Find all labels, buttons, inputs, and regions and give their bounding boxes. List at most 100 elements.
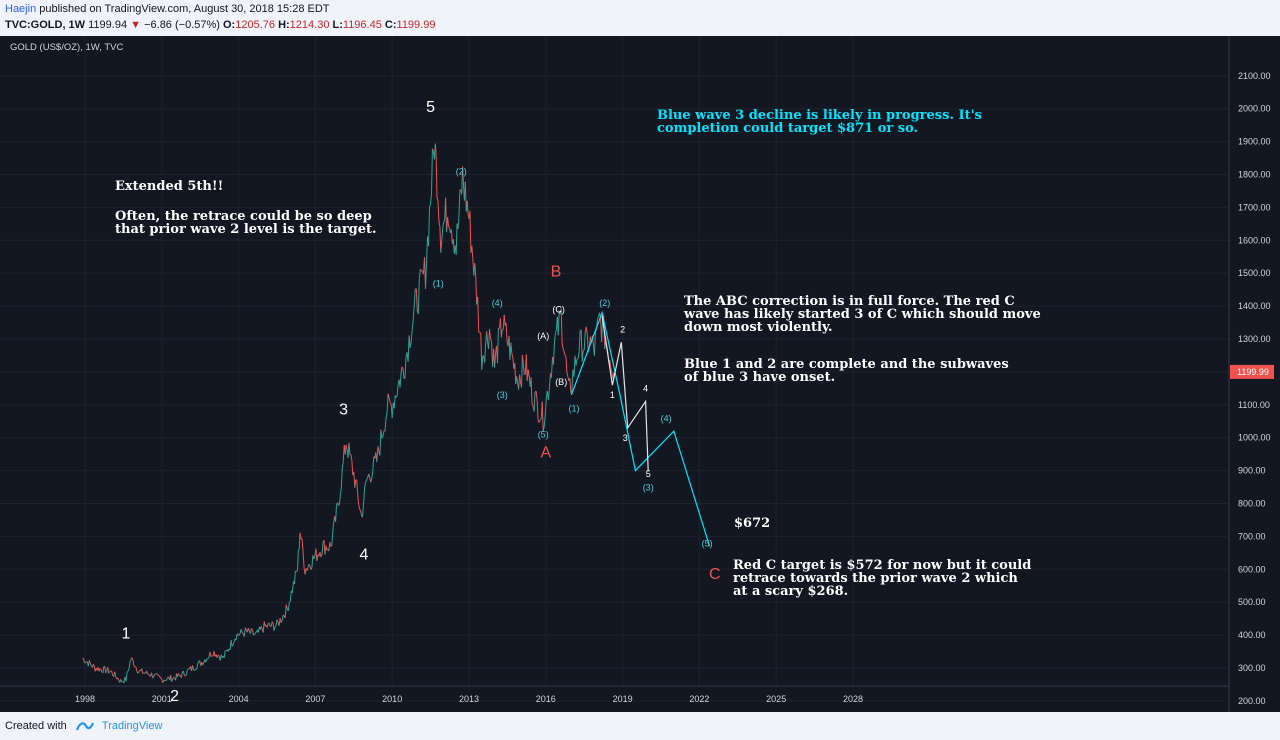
price-segment bbox=[135, 666, 138, 672]
price-segment bbox=[141, 668, 144, 674]
price-segment bbox=[548, 373, 551, 389]
wave-label: (A) bbox=[537, 331, 549, 341]
price-segment bbox=[370, 478, 373, 483]
price-segment bbox=[389, 402, 392, 405]
price-segment bbox=[519, 374, 521, 382]
price-segment bbox=[171, 678, 174, 682]
price-segment bbox=[438, 221, 441, 227]
tradingview-logo-icon bbox=[75, 722, 94, 731]
price-segment bbox=[544, 398, 547, 415]
price-segment bbox=[535, 391, 538, 400]
annotation-redc-line2: retrace towards the prior wave 2 which bbox=[733, 571, 1018, 586]
price-segment bbox=[285, 604, 288, 609]
x-tick-label: 2022 bbox=[689, 694, 709, 704]
price-segment bbox=[359, 509, 361, 511]
chart-area[interactable] bbox=[0, 36, 1280, 712]
price-segment bbox=[458, 189, 461, 217]
footer: Created with TradingView bbox=[0, 712, 1280, 740]
footer-text: Created with TradingView bbox=[5, 720, 162, 732]
annotation-extended: Extended 5th!! Often, the retrace could … bbox=[115, 179, 377, 237]
price-segment bbox=[109, 670, 111, 673]
price-segment bbox=[313, 555, 316, 559]
price-segment bbox=[249, 628, 252, 634]
annotation-extended-title: Extended 5th!! bbox=[115, 179, 223, 194]
price-segment bbox=[514, 363, 517, 385]
wave-label: 1 bbox=[610, 390, 615, 400]
price-segment bbox=[541, 401, 544, 432]
price-segment bbox=[554, 329, 557, 334]
price-segment bbox=[251, 629, 254, 636]
price-segment bbox=[126, 670, 129, 673]
y-tick-label: 1500.00 bbox=[1238, 268, 1271, 278]
price-segment bbox=[295, 570, 297, 573]
author-link[interactable]: Haejin bbox=[5, 3, 37, 15]
price-segment bbox=[328, 542, 331, 552]
price-segment bbox=[419, 268, 422, 272]
price-segment bbox=[385, 412, 388, 418]
price-segment bbox=[341, 462, 344, 468]
price-segment bbox=[148, 674, 151, 677]
price-segment bbox=[571, 369, 574, 391]
price-segment bbox=[377, 446, 380, 452]
price-segment bbox=[187, 668, 189, 671]
price-segment bbox=[133, 665, 136, 668]
price-segment bbox=[338, 494, 341, 505]
price-segment bbox=[418, 269, 421, 279]
price-segment bbox=[500, 329, 503, 338]
price-segment bbox=[339, 488, 342, 495]
price-segment bbox=[316, 554, 319, 561]
price-segment bbox=[244, 627, 247, 631]
price-segment bbox=[412, 305, 415, 320]
y-tick-label: 500.00 bbox=[1238, 597, 1266, 607]
price-segment bbox=[411, 319, 414, 330]
price-axis[interactable]: 2100.00 2000.00 1900.00 1800.00 1700.00 1600.… bbox=[1238, 71, 1271, 706]
wave-label: 1 bbox=[122, 625, 131, 642]
price-segment bbox=[297, 548, 300, 551]
wave-label: 5 bbox=[426, 99, 435, 116]
y-tick-label: 700.00 bbox=[1238, 531, 1266, 541]
annotation-abc: The ABC correction is in full force. The… bbox=[683, 294, 1041, 335]
price-segment bbox=[372, 456, 375, 472]
price-segment bbox=[578, 330, 581, 352]
price-segment bbox=[274, 625, 277, 628]
price-segment bbox=[301, 538, 304, 553]
price-segment bbox=[415, 288, 418, 312]
time-axis[interactable]: 1998 2001 2004 2007 2010 2013 2016 2019 2022 2025… bbox=[75, 694, 863, 704]
price-segment bbox=[429, 204, 431, 208]
price-segment bbox=[280, 620, 283, 623]
price-segment bbox=[482, 355, 484, 357]
wave-label: (1) bbox=[569, 403, 580, 413]
price-segment bbox=[315, 548, 318, 561]
chart-svg[interactable]: 1 2 3 4 5 B A C (2) (1) (4) (3) (5) (1) (2) (4) (3) (5) (A… bbox=[0, 36, 1280, 712]
price-segment bbox=[511, 353, 514, 358]
price-segment bbox=[266, 623, 269, 628]
price-segment bbox=[302, 552, 305, 569]
price-segment bbox=[331, 533, 334, 546]
y-tick-label: 400.00 bbox=[1238, 630, 1266, 640]
created-with-label: Created with bbox=[5, 720, 67, 732]
price-segment bbox=[553, 333, 556, 343]
price-segment bbox=[510, 342, 513, 354]
price-segment bbox=[480, 334, 483, 370]
price-segment bbox=[381, 435, 384, 439]
price-segment bbox=[120, 679, 123, 683]
price-segment bbox=[494, 353, 497, 368]
price-segment bbox=[553, 342, 555, 365]
price-series bbox=[82, 143, 615, 684]
price-segment bbox=[306, 567, 309, 571]
price-segment bbox=[577, 351, 580, 359]
price-segment bbox=[263, 621, 266, 627]
price-segment bbox=[289, 590, 292, 602]
wave-label: 2 bbox=[170, 688, 179, 705]
price-segment bbox=[408, 335, 411, 348]
price-segment bbox=[601, 319, 604, 343]
price-segment bbox=[213, 651, 216, 657]
y-tick-label: 900.00 bbox=[1238, 466, 1266, 476]
price-segment bbox=[583, 332, 586, 351]
price-segment bbox=[288, 600, 291, 603]
tradingview-link[interactable]: TradingView bbox=[101, 720, 163, 732]
price-segment bbox=[434, 143, 437, 154]
price-segment bbox=[380, 429, 383, 439]
annotation-blue-wave3: Blue wave 3 decline is likely in progres… bbox=[657, 108, 982, 136]
price-segment bbox=[230, 640, 233, 647]
